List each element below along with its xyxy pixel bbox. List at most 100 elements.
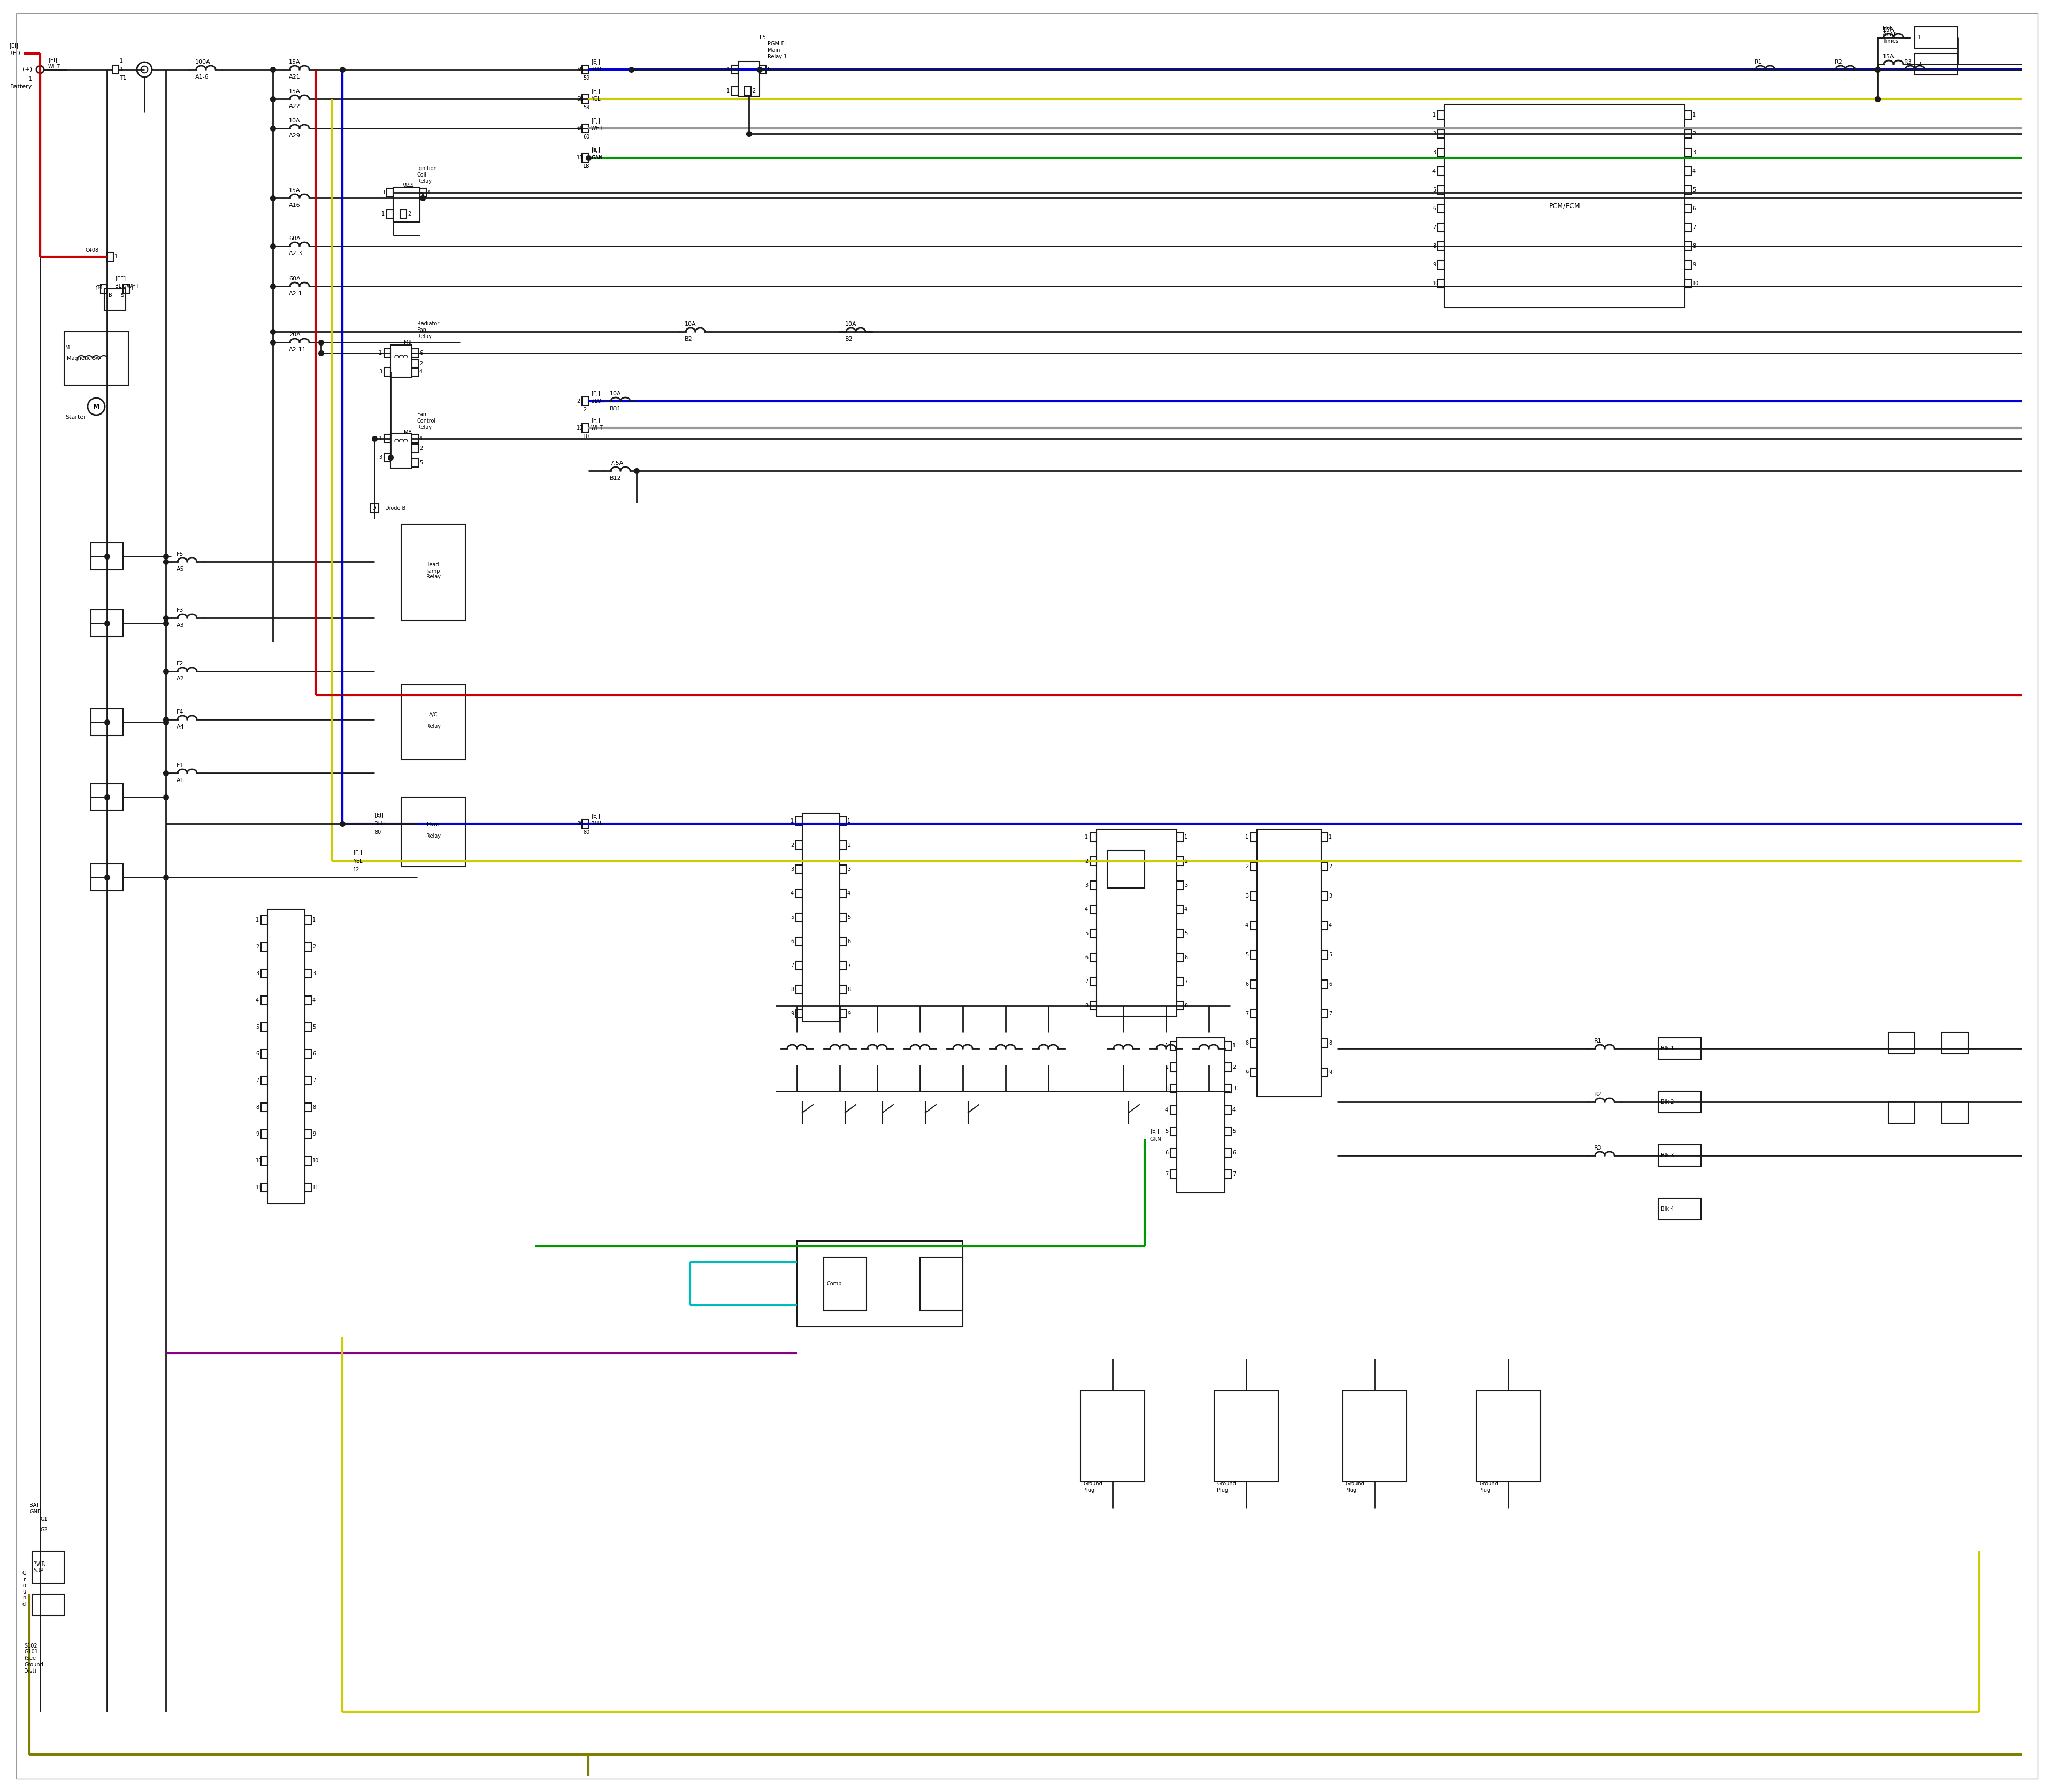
Text: 20A: 20A — [290, 332, 300, 337]
Bar — [384, 349, 390, 357]
Text: PGM-FI: PGM-FI — [768, 41, 787, 47]
Text: YEL: YEL — [353, 858, 362, 864]
Bar — [581, 423, 587, 432]
Text: Relay: Relay — [425, 833, 440, 839]
Text: 2: 2 — [255, 944, 259, 950]
Text: Hot
At All
Times: Hot At All Times — [1884, 25, 1898, 43]
Text: 18: 18 — [577, 156, 583, 161]
Text: 8: 8 — [1085, 1004, 1089, 1009]
Text: 1: 1 — [382, 211, 384, 217]
Text: 8: 8 — [1692, 244, 1697, 249]
Bar — [920, 1256, 963, 1310]
Text: Ground
Plug: Ground Plug — [1216, 1482, 1237, 1493]
Text: 100A: 100A — [195, 59, 212, 65]
Text: [EJ]: [EJ] — [1150, 1129, 1158, 1134]
Text: 15A: 15A — [290, 188, 300, 194]
Bar — [1321, 980, 1327, 989]
Text: Magnetic Sw: Magnetic Sw — [68, 357, 101, 360]
Text: 8: 8 — [1185, 1004, 1187, 1009]
Text: R3: R3 — [1594, 1145, 1602, 1150]
Bar — [1224, 1106, 1230, 1115]
Bar — [1438, 260, 1444, 269]
Text: [EI]: [EI] — [47, 57, 58, 63]
Text: Main: Main — [768, 48, 781, 54]
Bar — [1080, 1391, 1144, 1482]
Text: 6: 6 — [1692, 206, 1697, 211]
Text: 60A: 60A — [290, 276, 300, 281]
Bar — [1171, 1127, 1177, 1136]
Text: 6: 6 — [419, 351, 423, 357]
Text: [EJ]: [EJ] — [592, 391, 600, 396]
Text: BLK/WHT: BLK/WHT — [115, 283, 140, 289]
Text: WHT: WHT — [592, 125, 604, 131]
Bar — [413, 349, 419, 357]
Bar — [1321, 892, 1327, 900]
Bar — [1684, 222, 1690, 231]
Bar — [90, 783, 123, 810]
Text: GAN: GAN — [592, 156, 602, 161]
Bar — [401, 210, 407, 219]
Text: 6: 6 — [312, 1052, 316, 1057]
Text: 2: 2 — [1232, 1064, 1237, 1070]
Text: 7: 7 — [846, 962, 850, 968]
Bar — [797, 817, 803, 826]
Text: 8: 8 — [1432, 244, 1436, 249]
Bar — [1684, 280, 1690, 289]
Text: 8: 8 — [1245, 1041, 1249, 1047]
Bar — [413, 367, 419, 376]
Text: 1: 1 — [378, 351, 382, 357]
Bar — [384, 434, 390, 443]
Text: 10: 10 — [312, 1158, 318, 1163]
Text: 4: 4 — [1232, 1107, 1237, 1113]
Text: 6: 6 — [255, 1052, 259, 1057]
Text: Ground
Plug: Ground Plug — [1479, 1482, 1497, 1493]
Text: 4: 4 — [791, 891, 793, 896]
Text: A3: A3 — [177, 622, 185, 627]
Bar — [797, 937, 803, 946]
Text: 7: 7 — [1432, 224, 1436, 229]
Bar — [1321, 1039, 1327, 1047]
Text: [EJ]: [EJ] — [592, 118, 600, 124]
Text: 4: 4 — [727, 66, 729, 72]
Bar — [1321, 1068, 1327, 1077]
Text: A2-1: A2-1 — [290, 290, 302, 296]
Bar — [304, 1023, 312, 1032]
Bar — [419, 188, 427, 197]
Text: 1: 1 — [255, 918, 259, 923]
Text: 1: 1 — [119, 66, 123, 72]
Text: 10A: 10A — [290, 118, 300, 124]
Text: 7: 7 — [255, 1077, 259, 1082]
Bar — [123, 285, 129, 294]
Bar — [304, 1050, 312, 1057]
Bar — [1177, 1038, 1224, 1193]
Text: Blk 3: Blk 3 — [1662, 1152, 1674, 1158]
Text: (+): (+) — [23, 66, 33, 72]
Text: Diode B: Diode B — [386, 505, 405, 511]
Bar — [64, 332, 127, 385]
Text: M: M — [66, 346, 70, 351]
Text: 60A: 60A — [290, 237, 300, 242]
Text: 1: 1 — [1185, 835, 1187, 840]
Bar — [1251, 1039, 1257, 1047]
Bar — [304, 916, 312, 925]
Bar — [840, 1009, 846, 1018]
Text: 8: 8 — [255, 1104, 259, 1109]
Bar — [1177, 833, 1183, 842]
Text: 8: 8 — [312, 1104, 316, 1109]
Text: M8: M8 — [405, 430, 411, 435]
Text: A1: A1 — [177, 778, 185, 783]
Text: 6: 6 — [1232, 1150, 1237, 1156]
Text: 5: 5 — [255, 1025, 259, 1030]
Text: 4: 4 — [419, 435, 423, 441]
Text: 7: 7 — [1245, 1011, 1249, 1016]
Text: 3: 3 — [1692, 151, 1697, 156]
Bar — [797, 961, 803, 969]
Text: 59: 59 — [583, 106, 589, 109]
Text: 60: 60 — [577, 125, 583, 131]
Bar — [401, 685, 466, 760]
Bar — [413, 360, 419, 367]
Text: Starter: Starter — [66, 414, 86, 419]
Bar — [731, 65, 737, 73]
Text: Radiator: Radiator — [417, 321, 440, 326]
Bar — [1438, 222, 1444, 231]
